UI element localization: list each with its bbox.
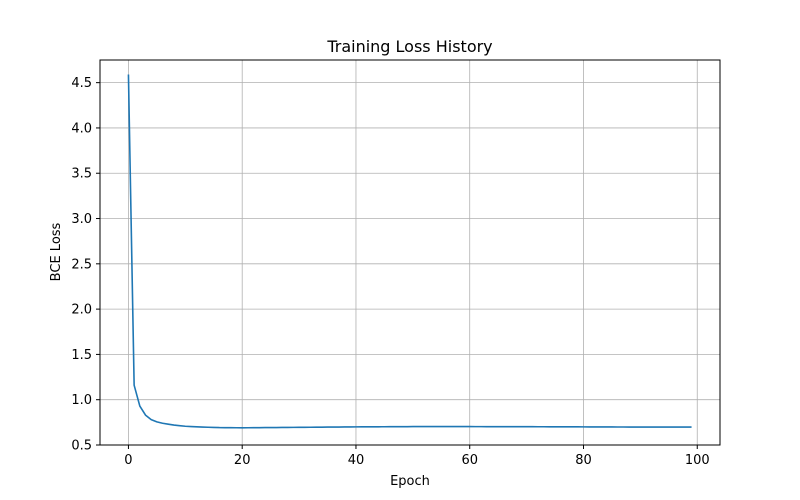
- y-tick-label: 2.0: [71, 303, 92, 318]
- y-axis-label: BCE Loss: [49, 222, 64, 281]
- chart-title: Training Loss History: [326, 37, 492, 56]
- y-tick-label: 2.5: [71, 257, 92, 272]
- loss-series-line: [127, 74, 692, 429]
- y-tick-label: 4.0: [71, 121, 92, 136]
- series-layer: [127, 74, 692, 429]
- x-tick-label: 20: [234, 453, 251, 468]
- x-tick-label: 80: [575, 453, 592, 468]
- x-tick-label: 100: [685, 453, 710, 468]
- plot-frame: [99, 59, 721, 446]
- x-axis-label: Epoch: [390, 474, 430, 489]
- y-tick-label: 0.5: [71, 439, 92, 454]
- axes: [99, 59, 721, 446]
- x-ticks: 0 20 40 60 80 100: [124, 445, 710, 468]
- y-tick-label: 1.0: [71, 393, 92, 408]
- x-tick-label: 40: [348, 453, 365, 468]
- x-tick-label: 0: [124, 453, 132, 468]
- y-tick-label: 3.5: [71, 167, 92, 182]
- y-tick-label: 3.0: [71, 212, 92, 227]
- y-tick-label: 4.5: [71, 76, 92, 91]
- y-tick-label: 1.5: [71, 348, 92, 363]
- y-ticks: 0.5 1.0 1.5 2.0 2.5 3.0 3.5 4.0 4.5: [71, 76, 100, 454]
- grid: [100, 60, 720, 446]
- x-tick-label: 60: [461, 453, 478, 468]
